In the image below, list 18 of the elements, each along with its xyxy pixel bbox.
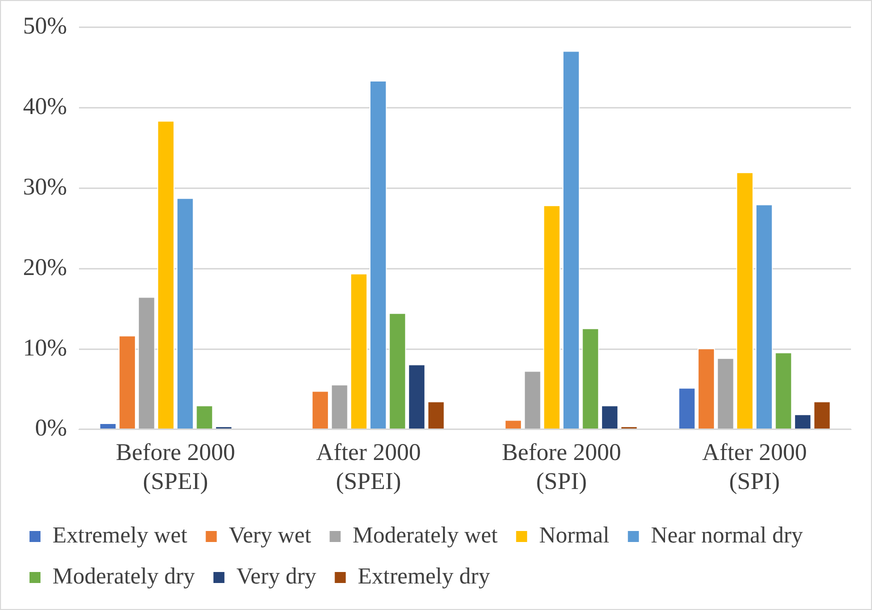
x-tick-label: After 2000 (SPEI) — [316, 440, 421, 495]
legend-label: Normal — [539, 522, 610, 548]
y-tick-label: 20% — [22, 254, 67, 281]
y-tick-label: 0% — [34, 416, 67, 442]
y-tick-label: 10% — [22, 335, 67, 362]
y-tick-label: 50% — [22, 14, 67, 40]
legend-label: Extremely dry — [358, 564, 490, 589]
legend-label: Very wet — [228, 522, 312, 548]
x-tick-label: After 2000 (SPI) — [702, 440, 807, 495]
legend-label: Very dry — [236, 564, 317, 589]
y-tick-label: 40% — [22, 94, 67, 120]
legend-label: Extremely wet — [52, 522, 188, 548]
x-tick-label: Before 2000 (SPI) — [502, 440, 622, 495]
legend-label: Near normal dry — [650, 522, 804, 548]
legend-label: Moderately dry — [52, 564, 196, 589]
legend-label: Moderately wet — [352, 522, 498, 548]
y-tick-label: 30% — [22, 174, 67, 200]
x-tick-label: Before 2000 (SPEI) — [116, 440, 236, 495]
